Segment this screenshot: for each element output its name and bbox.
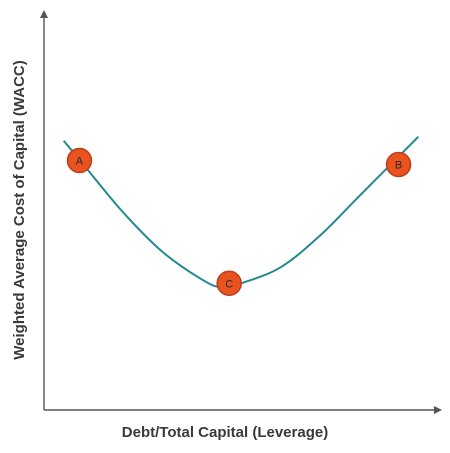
axes: [40, 10, 442, 414]
y-axis-label: Weighted Average Cost of Capital (WACC): [11, 60, 28, 359]
marker-b-circle: [385, 151, 412, 178]
marker-b: B: [385, 151, 412, 178]
wacc-curve: [62, 136, 420, 289]
marker-c: C: [216, 270, 242, 297]
marker-a-circle: [66, 147, 93, 174]
marker-a-label: A: [76, 156, 84, 168]
marker-b-label: B: [395, 159, 402, 171]
marker-c-circle: [216, 270, 242, 297]
marker-a: A: [66, 147, 93, 174]
marker-c-label: C: [225, 278, 233, 290]
marker-layer: A C B: [66, 147, 412, 297]
x-axis-label: Debt/Total Capital (Leverage): [122, 424, 328, 441]
